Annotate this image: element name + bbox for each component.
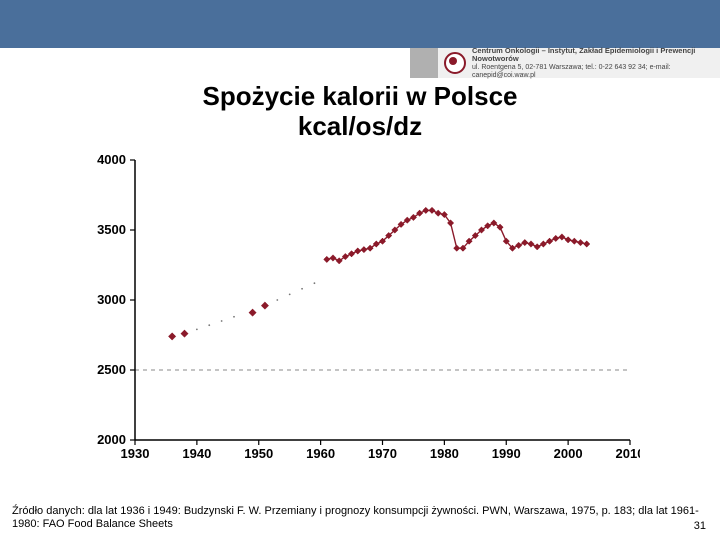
- svg-text:1940: 1940: [182, 446, 211, 461]
- institute-logo-icon: [444, 52, 466, 74]
- svg-text:1950: 1950: [244, 446, 273, 461]
- svg-text:1960: 1960: [306, 446, 335, 461]
- svg-text:4000: 4000: [97, 152, 126, 167]
- institute-contact: ul. Roentgena 5, 02-781 Warszawa; tel.: …: [472, 64, 671, 79]
- calorie-chart: 2000 2500 3000 3500 4000 1930 1940 1950 1960 1970…: [80, 150, 640, 470]
- institute-logo-strip: Centrum Onkologii – Instytut, Zakład Epi…: [410, 48, 720, 78]
- svg-text:2000: 2000: [97, 432, 126, 447]
- chart-svg: 2000 2500 3000 3500 4000 1930 1940 1950 1960 1970…: [80, 150, 640, 470]
- svg-text:1970: 1970: [368, 446, 397, 461]
- svg-text:3500: 3500: [97, 222, 126, 237]
- svg-text:2000: 2000: [554, 446, 583, 461]
- institute-name: Centrum Onkologii – Instytut, Zakład Epi…: [472, 46, 695, 64]
- institute-logo-text: Centrum Onkologii – Instytut, Zakład Epi…: [472, 47, 720, 80]
- source-footer: Źródło danych: dla lat 1936 i 1949: Budz…: [12, 505, 712, 533]
- page-number: 31: [694, 520, 706, 532]
- svg-text:1990: 1990: [492, 446, 521, 461]
- svg-text:1980: 1980: [430, 446, 459, 461]
- svg-text:2500: 2500: [97, 362, 126, 377]
- svg-text:1930: 1930: [121, 446, 150, 461]
- top-banner: [0, 0, 720, 48]
- chart-title: Spożycie kalorii w Polsce kcal/os/dz: [0, 82, 720, 142]
- svg-text:3000: 3000: [97, 292, 126, 307]
- title-line2: kcal/os/dz: [298, 111, 422, 141]
- svg-text:2010: 2010: [616, 446, 640, 461]
- title-line1: Spożycie kalorii w Polsce: [202, 81, 517, 111]
